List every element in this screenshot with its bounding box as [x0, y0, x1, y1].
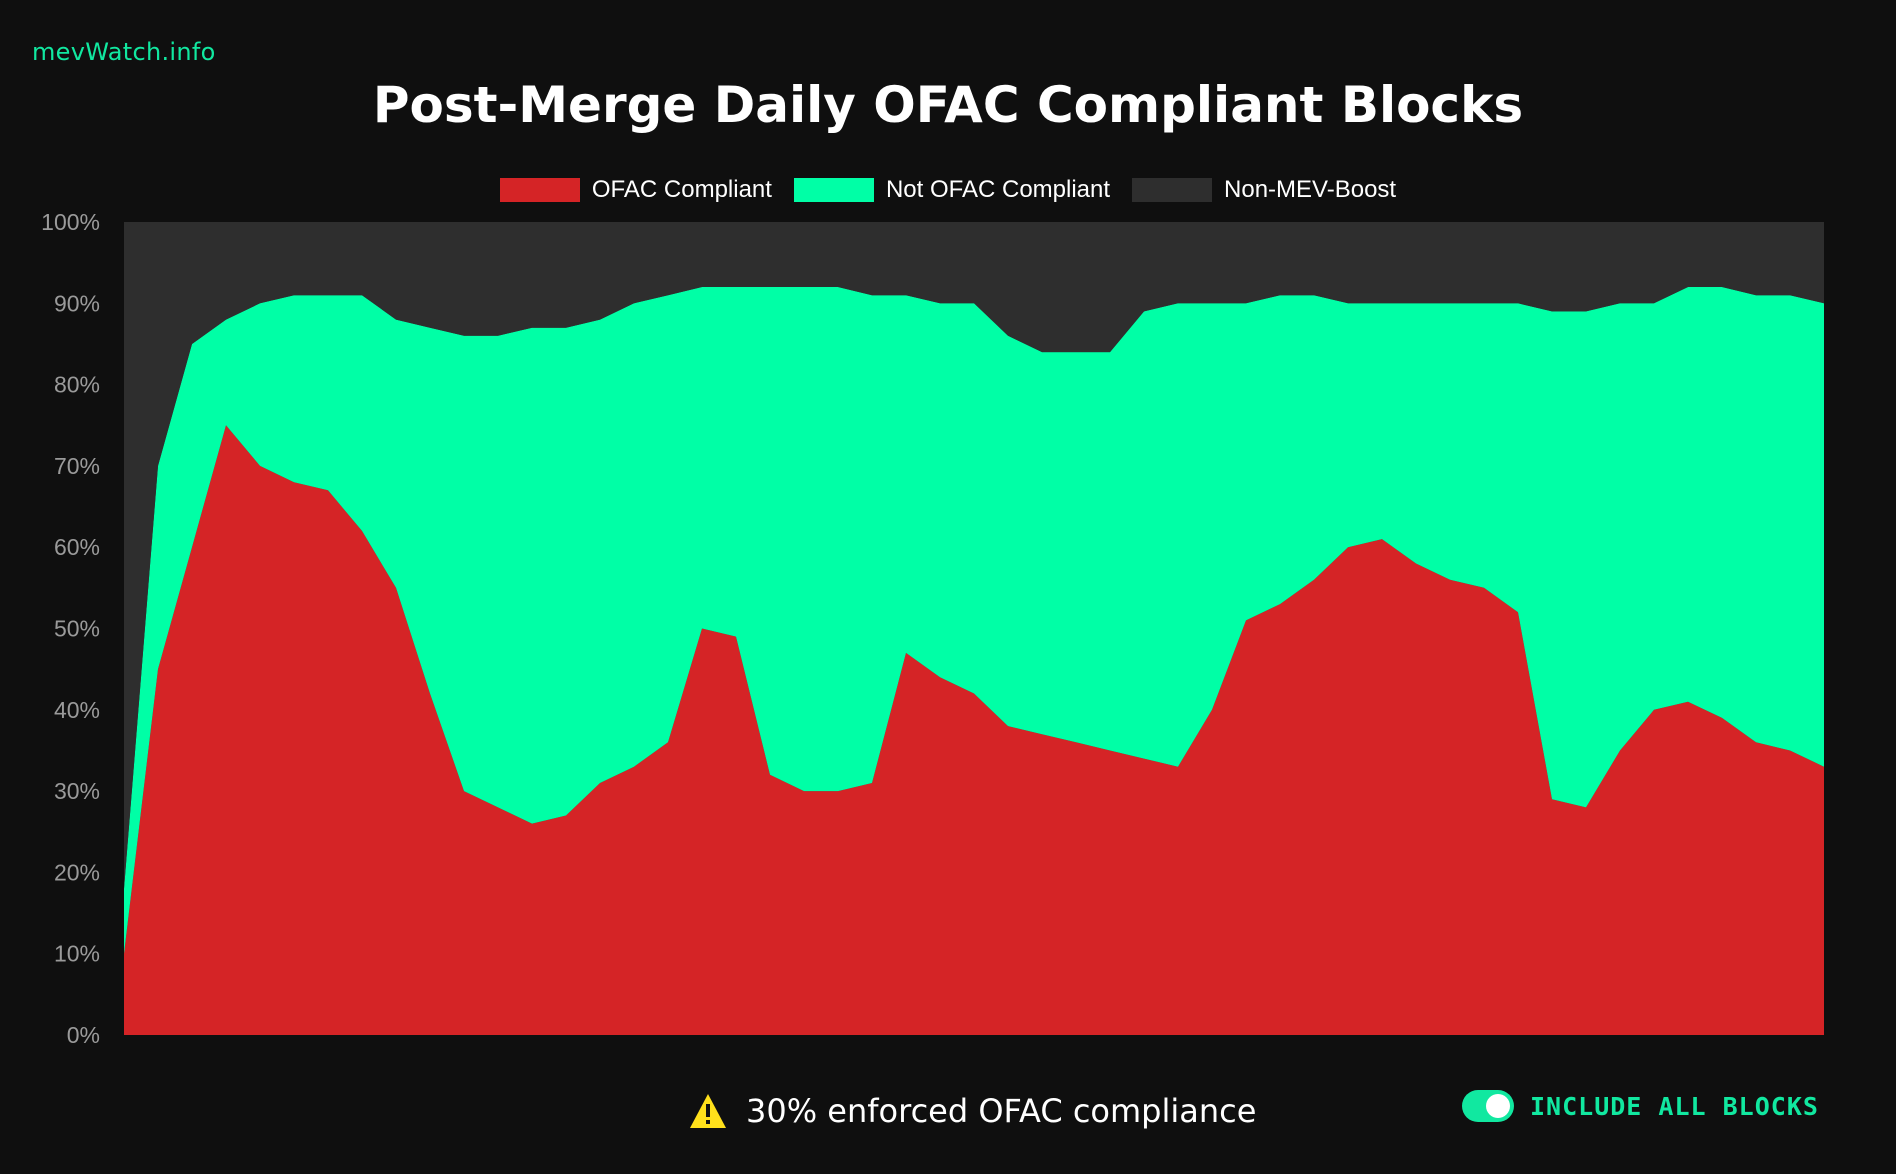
legend-item-non-mev-boost[interactable]: Non-MEV-Boost	[1132, 176, 1396, 204]
include-all-blocks-label[interactable]: INCLUDE ALL BLOCKS	[1530, 1092, 1819, 1121]
compliance-warning: 30% enforced OFAC compliance	[688, 1092, 1256, 1130]
legend-item-ofac-compliant[interactable]: OFAC Compliant	[499, 176, 772, 204]
y-tick-label: 30%	[54, 778, 100, 804]
chart-title: Post-Merge Daily OFAC Compliant Blocks	[372, 76, 1524, 134]
legend-swatch-non-mev-boost	[1132, 178, 1213, 202]
include-all-blocks-toggle[interactable]	[1462, 1090, 1514, 1122]
y-tick-label: 0%	[67, 1022, 100, 1048]
area-non-mev-boost	[124, 222, 1824, 889]
y-tick-label: 70%	[54, 453, 100, 479]
site-logo-link[interactable]: mevWatch.info	[32, 38, 216, 66]
y-tick-label: 80%	[54, 372, 100, 398]
y-tick-label: 60%	[54, 534, 100, 560]
area-ofac-compliant	[124, 425, 1824, 1035]
legend-swatch-not-ofac-compliant	[793, 178, 874, 202]
legend-label-ofac-compliant: OFAC Compliant	[591, 176, 772, 203]
warning-text: 30% enforced OFAC compliance	[746, 1092, 1257, 1130]
legend-swatch-ofac-compliant	[499, 178, 580, 202]
y-tick-label: 20%	[54, 859, 100, 885]
y-tick-label: 100%	[41, 209, 100, 235]
legend-item-not-ofac-compliant[interactable]: Not OFAC Compliant	[793, 176, 1111, 204]
y-tick-label: 50%	[54, 616, 100, 642]
toggle-knob	[1486, 1094, 1510, 1118]
chart-legend: OFAC Compliant Not OFAC Compliant Non-ME…	[0, 176, 1896, 204]
warning-icon	[690, 1094, 726, 1128]
area-not-ofac-compliant	[124, 287, 1824, 954]
legend-label-not-ofac-compliant: Not OFAC Compliant	[885, 176, 1111, 203]
y-tick-label: 10%	[54, 941, 100, 967]
legend-label-non-mev-boost: Non-MEV-Boost	[1224, 176, 1397, 203]
y-tick-label: 40%	[54, 697, 100, 723]
y-tick-label: 90%	[54, 290, 100, 316]
